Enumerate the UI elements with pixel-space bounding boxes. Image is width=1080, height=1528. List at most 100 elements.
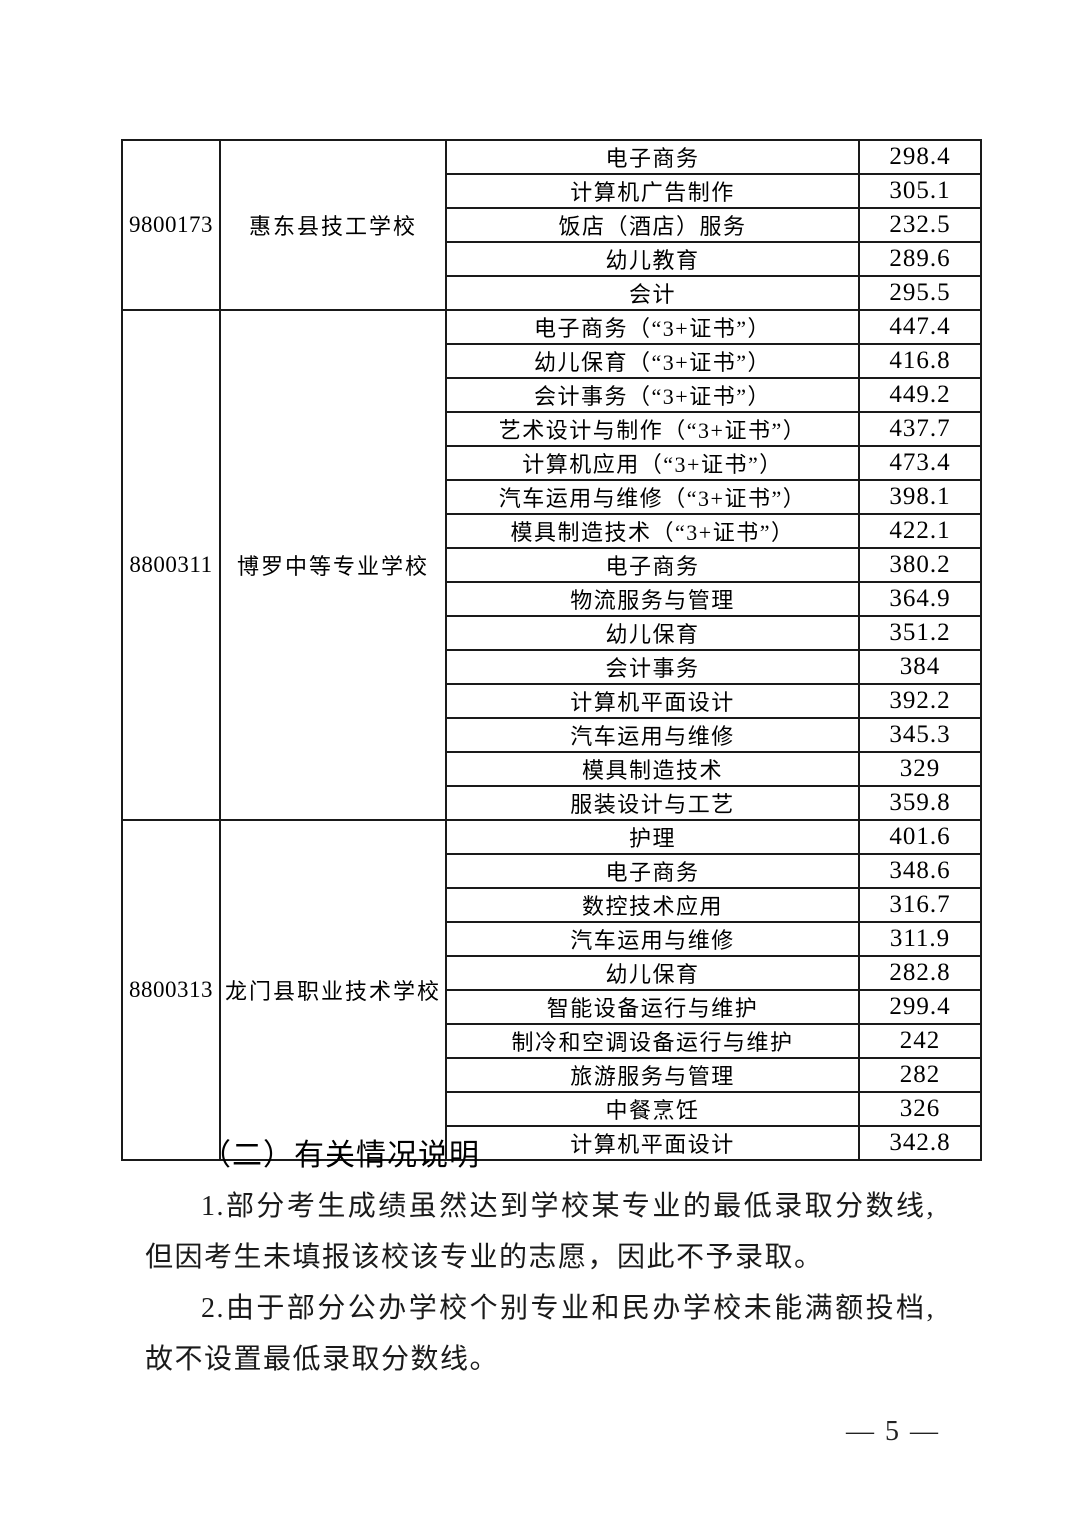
table-row: 数控技术应用 316.7 <box>122 887 982 923</box>
score-cell: 348.6 <box>858 853 982 889</box>
score-cell: 289.6 <box>858 241 982 277</box>
table-row: 会计事务（“3+证书”） 449.2 <box>122 377 982 413</box>
score-cell: 282 <box>858 1057 982 1093</box>
major-cell: 计算机应用（“3+证书”） <box>445 445 860 481</box>
major-cell: 计算机平面设计 <box>445 1125 860 1161</box>
score-cell: 342.8 <box>858 1125 982 1161</box>
table-row: 幼儿保育（“3+证书”） 416.8 <box>122 343 982 379</box>
major-cell: 幼儿保育 <box>445 615 860 651</box>
score-cell: 298.4 <box>858 139 982 175</box>
score-cell: 437.7 <box>858 411 982 447</box>
major-cell: 模具制造技术（“3+证书”） <box>445 513 860 549</box>
major-cell: 物流服务与管理 <box>445 581 860 617</box>
table-row: 会计 295.5 <box>122 275 982 311</box>
score-cell: 329 <box>858 751 982 787</box>
major-cell: 护理 <box>445 819 860 855</box>
table-row: 模具制造技术 329 <box>122 751 982 787</box>
score-cell: 311.9 <box>858 921 982 957</box>
table-row: 模具制造技术（“3+证书”） 422.1 <box>122 513 982 549</box>
major-cell: 制冷和空调设备运行与维护 <box>445 1023 860 1059</box>
score-cell: 326 <box>858 1091 982 1127</box>
score-cell: 449.2 <box>858 377 982 413</box>
score-cell: 359.8 <box>858 785 982 821</box>
score-cell: 398.1 <box>858 479 982 515</box>
major-cell: 服装设计与工艺 <box>445 785 860 821</box>
table-row: 智能设备运行与维护 299.4 <box>122 989 982 1025</box>
table-row: 服装设计与工艺 359.8 <box>122 785 982 821</box>
score-cell: 295.5 <box>858 275 982 311</box>
major-cell: 艺术设计与制作（“3+证书”） <box>445 411 860 447</box>
notes-paragraph-1: 1.部分考生成绩虽然达到学校某专业的最低录取分数线,但因考生未填报该校该专业的志… <box>145 1191 935 1273</box>
major-cell: 电子商务 <box>445 139 860 175</box>
table-row: 计算机平面设计 342.8 <box>122 1125 982 1161</box>
table-row: 制冷和空调设备运行与维护 242 <box>122 1023 982 1059</box>
table-row: 艺术设计与制作（“3+证书”） 437.7 <box>122 411 982 447</box>
major-cell: 会计事务（“3+证书”） <box>445 377 860 413</box>
table-row: 电子商务 380.2 <box>122 547 982 583</box>
major-cell: 计算机广告制作 <box>445 173 860 209</box>
school-name-cell: 龙门县职业技术学校 <box>219 819 447 1161</box>
score-cell: 416.8 <box>858 343 982 379</box>
table-row: 旅游服务与管理 282 <box>122 1057 982 1093</box>
table-row: 8800311 博罗中等专业学校 电子商务（“3+证书”） 447.4 <box>121 309 982 821</box>
major-cell: 智能设备运行与维护 <box>445 989 860 1025</box>
major-cell: 汽车运用与维修 <box>445 921 860 957</box>
score-cell: 305.1 <box>858 173 982 209</box>
table-row: 电子商务 348.6 <box>122 853 982 889</box>
notes-paragraph-2: 2.由于部分公办学校个别专业和民办学校未能满额投档,故不设置最低录取分数线。 <box>145 1293 935 1375</box>
notes-section: （二）有关情况说明 1.部分考生成绩虽然达到学校某专业的最低录取分数线,但因考生… <box>145 1130 935 1385</box>
school-name-cell: 博罗中等专业学校 <box>219 309 447 821</box>
major-cell: 汽车运用与维修（“3+证书”） <box>445 479 860 515</box>
table-row: 8800313 龙门县职业技术学校 护理 401.6 <box>121 819 982 1161</box>
table-row: 计算机广告制作 305.1 <box>122 173 982 209</box>
major-cell: 模具制造技术 <box>445 751 860 787</box>
table-row: 幼儿保育 282.8 <box>122 955 982 991</box>
score-cell: 380.2 <box>858 547 982 583</box>
table-row: 中餐烹饪 326 <box>122 1091 982 1127</box>
admission-score-table: 9800173 惠东县技工学校 电子商务 298.4 计算机广告制作 305.1 饭店（酒店… <box>121 139 982 1161</box>
notes-heading: （二）有关情况说明 <box>201 1139 480 1172</box>
score-cell: 316.7 <box>858 887 982 923</box>
score-cell: 351.2 <box>858 615 982 651</box>
major-cell: 中餐烹饪 <box>445 1091 860 1127</box>
table-row: 汽车运用与维修 345.3 <box>122 717 982 753</box>
major-cell: 幼儿保育 <box>445 955 860 991</box>
score-cell: 242 <box>858 1023 982 1059</box>
score-cell: 299.4 <box>858 989 982 1025</box>
major-cell: 汽车运用与维修 <box>445 717 860 753</box>
major-cell: 饭店（酒店）服务 <box>445 207 860 243</box>
table-row: 计算机平面设计 392.2 <box>122 683 982 719</box>
table-row: 幼儿教育 289.6 <box>122 241 982 277</box>
score-cell: 422.1 <box>858 513 982 549</box>
score-cell: 447.4 <box>858 309 982 345</box>
table-row: 汽车运用与维修 311.9 <box>122 921 982 957</box>
major-cell: 幼儿保育（“3+证书”） <box>445 343 860 379</box>
major-cell: 数控技术应用 <box>445 887 860 923</box>
score-cell: 384 <box>858 649 982 685</box>
table-row: 会计事务 384 <box>122 649 982 685</box>
table-row: 幼儿保育 351.2 <box>122 615 982 651</box>
major-cell: 电子商务 <box>445 547 860 583</box>
score-cell: 473.4 <box>858 445 982 481</box>
major-cell: 会计事务 <box>445 649 860 685</box>
admission-score-table-body: 9800173 惠东县技工学校 电子商务 298.4 计算机广告制作 305.1 饭店（酒店… <box>121 139 982 1161</box>
score-cell: 282.8 <box>858 955 982 991</box>
table-row: 饭店（酒店）服务 232.5 <box>122 207 982 243</box>
score-cell: 401.6 <box>858 819 982 855</box>
major-cell: 计算机平面设计 <box>445 683 860 719</box>
score-cell: 392.2 <box>858 683 982 719</box>
page-number: — 5 — <box>846 1416 940 1447</box>
school-code-cell: 9800173 <box>121 139 221 311</box>
table-row: 物流服务与管理 364.9 <box>122 581 982 617</box>
table-row: 汽车运用与维修（“3+证书”） 398.1 <box>122 479 982 515</box>
school-code-cell: 8800313 <box>121 819 221 1161</box>
major-cell: 旅游服务与管理 <box>445 1057 860 1093</box>
table-row: 计算机应用（“3+证书”） 473.4 <box>122 445 982 481</box>
school-code-cell: 8800311 <box>121 309 221 821</box>
score-cell: 232.5 <box>858 207 982 243</box>
major-cell: 会计 <box>445 275 860 311</box>
major-cell: 电子商务 <box>445 853 860 889</box>
major-cell: 电子商务（“3+证书”） <box>445 309 860 345</box>
score-cell: 345.3 <box>858 717 982 753</box>
